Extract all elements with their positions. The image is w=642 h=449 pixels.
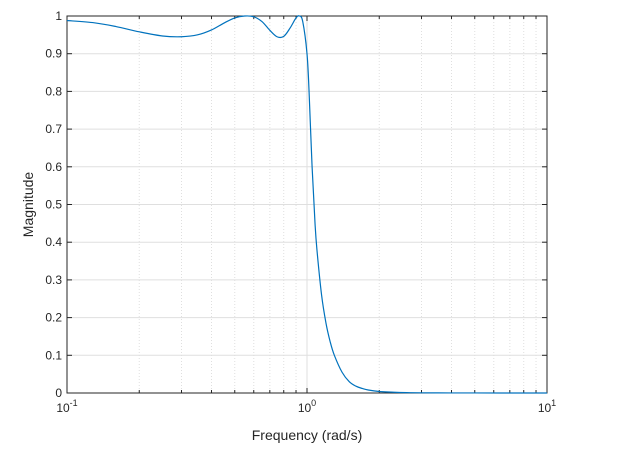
y-tick-label: 0.2 [45,311,62,325]
x-tick-label-exponent: -1 [70,398,78,408]
y-axis-label: Magnitude [20,172,36,238]
y-tick-label: 0 [55,386,62,400]
x-tick-label: 10-1 [56,398,77,415]
y-tick-label: 0.4 [45,235,62,249]
y-tick-label: 1 [55,9,62,23]
x-tick-label-base: 10 [538,401,552,415]
grid [67,16,547,393]
x-axis-label: Frequency (rad/s) [252,427,362,443]
y-tick-label: 0.7 [45,122,62,136]
x-tick-label-base: 10 [298,401,312,415]
y-tick-label: 0.6 [45,160,62,174]
x-tick-label-exponent: 1 [551,398,556,408]
y-tick-label: 0.9 [45,47,62,61]
x-tick-label: 100 [298,398,316,415]
x-tick-label-base: 10 [56,401,70,415]
y-tick-label: 0.3 [45,273,62,287]
y-tick-label: 0.5 [45,198,62,212]
x-tick-label: 101 [538,398,556,415]
series-layer [66,15,548,394]
y-tick-label: 0.8 [45,84,62,98]
x-tick-label-exponent: 0 [311,398,316,408]
y-tick-label: 0.1 [45,348,62,362]
series-line [66,15,548,394]
